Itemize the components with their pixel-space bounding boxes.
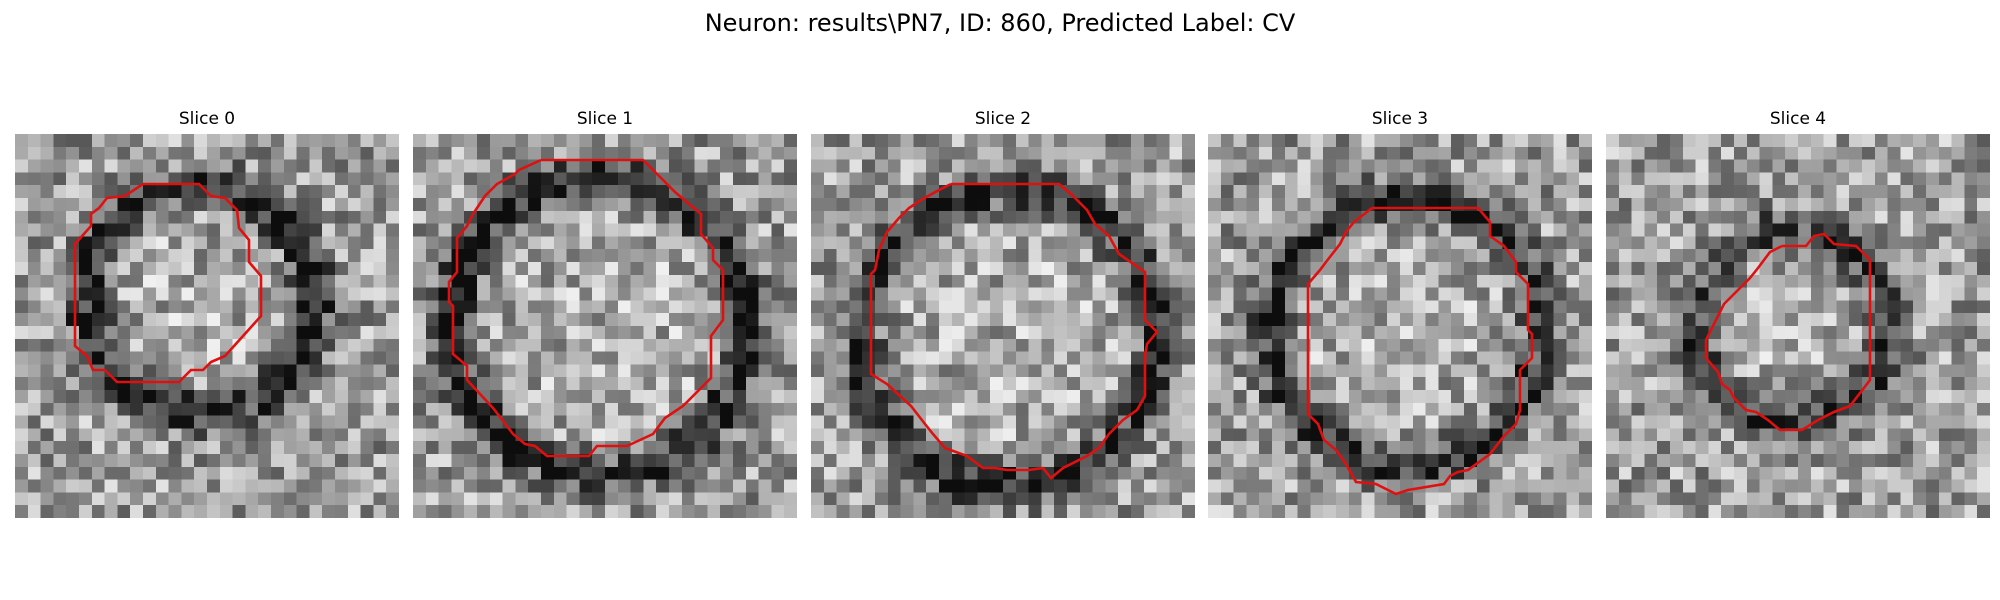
slice-image [1606,134,1990,518]
slice-panel-1: Slice 1 [413,108,797,518]
segmentation-contour [1704,232,1872,432]
slice-panel-0: Slice 0 [15,108,399,518]
slice-image [15,134,399,518]
segmentation-contour [869,182,1159,480]
slice-image [413,134,797,518]
grayscale-image [413,134,797,518]
slice-title: Slice 0 [178,109,236,129]
grayscale-image [1606,134,1990,518]
segmentation-contour [73,182,263,384]
figure-title: Neuron: results\PN7, ID: 860, Predicted … [704,9,1296,37]
grayscale-image [811,134,1195,518]
slice-title: Slice 2 [974,109,1032,129]
slice-panel-3: Slice 3 [1208,108,1592,518]
slice-title: Slice 3 [1371,109,1429,129]
slice-image [1208,134,1592,518]
grayscale-image [15,134,399,518]
slice-image [811,134,1195,518]
slice-title: Slice 1 [576,109,634,129]
segmentation-contour [1306,206,1534,496]
slice-panel-4: Slice 4 [1606,108,1990,518]
slice-title: Slice 4 [1769,109,1827,129]
slice-panel-2: Slice 2 [811,108,1195,518]
segmentation-contour [447,158,725,458]
